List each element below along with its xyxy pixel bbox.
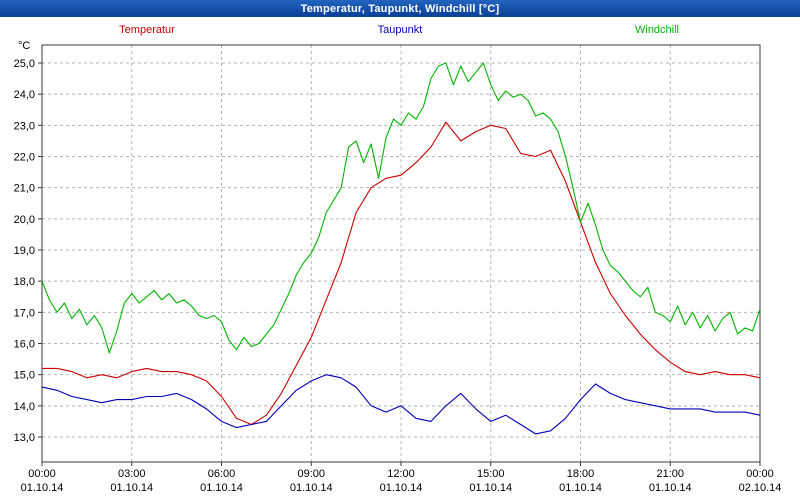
x-tick-date-label: 02.10.14 <box>739 482 782 494</box>
y-tick-label: 13,0 <box>14 432 35 444</box>
y-tick-label: 24,0 <box>14 89 35 101</box>
y-tick-label: 21,0 <box>14 183 35 195</box>
legend-item-taupunkt: Taupunkt <box>377 24 423 36</box>
window-titlebar: Temperatur, Taupunkt, Windchill [°C] <box>0 0 800 17</box>
x-tick-time-label: 06:00 <box>208 468 236 480</box>
series-line-temperatur <box>42 121 761 426</box>
x-tick-time-label: 00:00 <box>28 468 56 480</box>
y-tick-label: 15,0 <box>14 370 35 382</box>
y-tick-label: 25,0 <box>14 58 35 70</box>
legend-item-temperatur: Temperatur <box>119 24 175 36</box>
x-tick-date-label: 01.10.14 <box>559 482 602 494</box>
x-tick-date-label: 01.10.14 <box>200 482 243 494</box>
y-tick-label: 23,0 <box>14 120 35 132</box>
y-tick-label: 14,0 <box>14 401 35 413</box>
legend-item-windchill: Windchill <box>634 24 680 36</box>
y-tick-label: 17,0 <box>14 307 35 319</box>
y-tick-label: 18,0 <box>14 276 35 288</box>
x-tick-time-label: 18:00 <box>567 468 595 480</box>
x-tick-date-label: 01.10.14 <box>290 482 333 494</box>
x-tick-time-label: 00:00 <box>746 468 774 480</box>
x-tick-date-label: 01.10.14 <box>649 482 692 494</box>
x-tick-time-label: 21:00 <box>656 468 684 480</box>
x-tick-time-label: 12:00 <box>387 468 415 480</box>
x-tick-date-label: 01.10.14 <box>380 482 423 494</box>
series-line-taupunkt <box>41 374 761 435</box>
y-tick-label: 20,0 <box>14 214 35 226</box>
x-tick-time-label: 03:00 <box>118 468 146 480</box>
x-tick-date-label: 01.10.14 <box>469 482 512 494</box>
x-tick-date-label: 01.10.14 <box>21 482 64 494</box>
window-title: Temperatur, Taupunkt, Windchill [°C] <box>300 2 500 15</box>
y-tick-label: 16,0 <box>14 339 35 351</box>
plot-frame <box>41 44 761 463</box>
x-tick-date-label: 01.10.14 <box>110 482 153 494</box>
x-tick-time-label: 15:00 <box>477 468 505 480</box>
y-tick-label: 19,0 <box>14 245 35 257</box>
x-tick-time-label: 09:00 <box>297 468 325 480</box>
series-line-windchill <box>41 62 761 354</box>
y-axis-unit-label: °C <box>18 40 30 52</box>
y-tick-label: 22,0 <box>14 152 35 164</box>
